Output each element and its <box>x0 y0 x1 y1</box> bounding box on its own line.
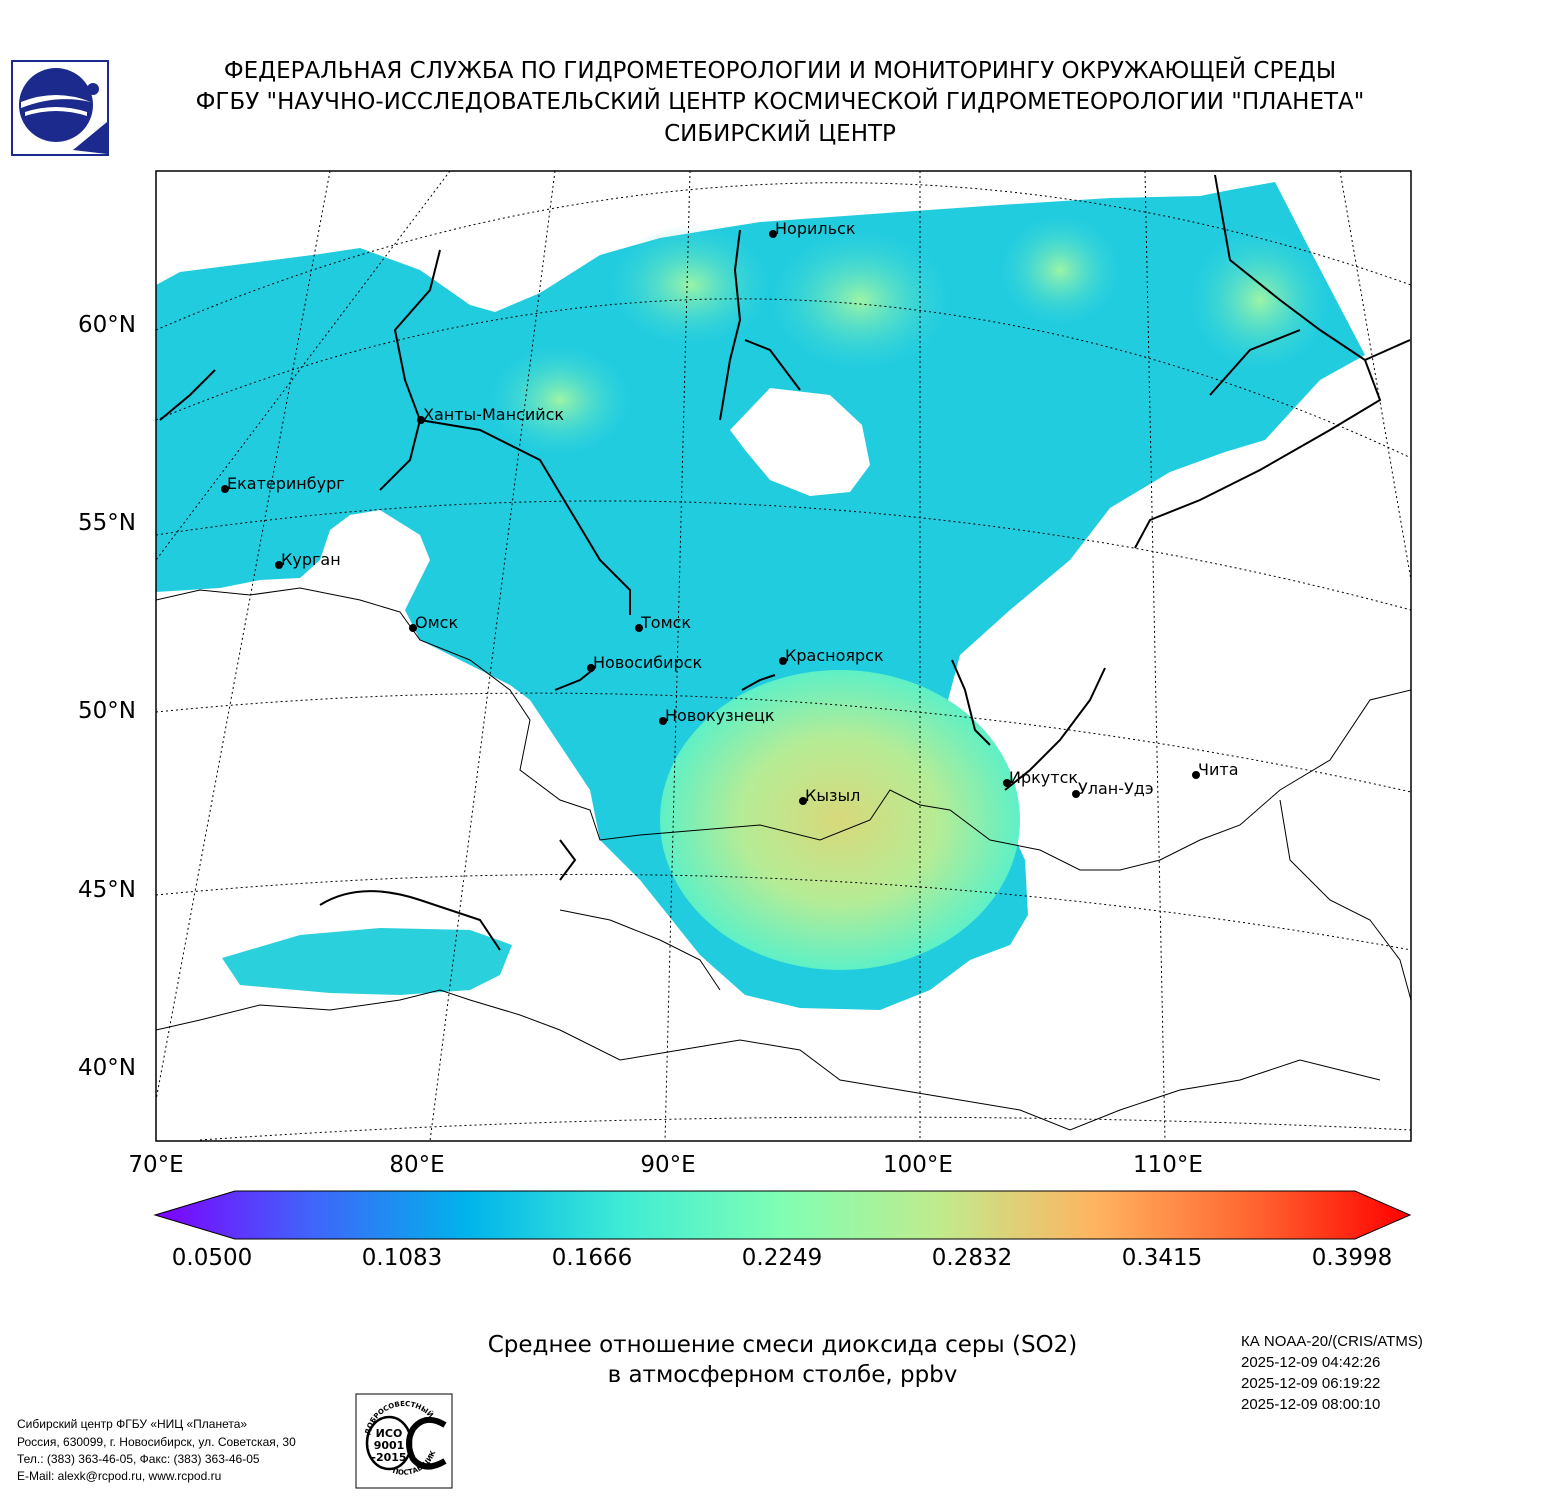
chart-title-line-2: в атмосферном столбе, ppbv <box>607 1362 958 1388</box>
city-ulan-ude: Улан-Удэ <box>1072 779 1154 798</box>
lat-label-60: 60°N <box>78 312 136 338</box>
footer-line-1: Сибирский центр ФГБУ «НИЦ «Планета» <box>17 1417 248 1431</box>
data-gap <box>730 388 870 496</box>
colorbar-label-7: 0.3998 <box>1311 1245 1393 1271</box>
planeta-logo <box>11 60 109 156</box>
colorbar-label-6: 0.3415 <box>1121 1245 1203 1271</box>
lat-label-55: 55°N <box>78 510 136 536</box>
city-novosibirsk: Новосибирск <box>587 653 702 672</box>
city-label-omsk: Омск <box>415 613 458 632</box>
city-norilsk: Норильск <box>769 219 856 238</box>
colorbar-label-5: 0.2832 <box>931 1245 1013 1271</box>
city-label-novosibirsk: Новосибирск <box>593 653 702 672</box>
city-label-tomsk: Томск <box>640 613 691 632</box>
iso-line-2: 9001 <box>374 1439 405 1452</box>
city-label-norilsk: Норильск <box>775 219 856 238</box>
city-chita: Чита <box>1192 760 1239 779</box>
city-label-krasnoyarsk: Красноярск <box>785 646 884 665</box>
lon-label-70: 70°E <box>128 1152 184 1178</box>
lon-label-80: 80°E <box>389 1152 445 1178</box>
lat-label-45: 45°N <box>78 877 136 903</box>
city-ekaterinburg: Екатеринбург <box>221 474 345 493</box>
iso-line-3: -2015 <box>371 1451 406 1464</box>
city-label-kyzyl: Кызыл <box>805 786 860 805</box>
city-omsk: Омск <box>409 613 458 632</box>
colorbar-label-2: 0.1083 <box>361 1245 443 1271</box>
footer-line-4: E-Mail: alexk@rcpod.ru, www.rcpod.ru <box>17 1469 222 1483</box>
pass-time-2: 2025-12-09 06:19:22 <box>1241 1375 1381 1392</box>
city-kyzyl: Кызыл <box>799 786 860 805</box>
lat-label-40: 40°N <box>78 1055 136 1081</box>
footer-line-3: Тел.: (383) 363-46-05, Факс: (383) 363-4… <box>17 1452 260 1466</box>
city-label-ulan-ude: Улан-Удэ <box>1078 779 1154 798</box>
colorbar <box>153 1190 1412 1240</box>
city-tomsk: Томск <box>635 613 691 632</box>
city-kurgan: Курган <box>275 550 341 569</box>
header-line-3: СИБИРСКИЙ ЦЕНТР <box>664 121 896 147</box>
lat-label-50: 50°N <box>78 698 136 724</box>
satellite-name: КА NOAA-20/(CRIS/ATMS) <box>1241 1333 1423 1350</box>
pass-time-1: 2025-12-09 04:42:26 <box>1241 1354 1381 1371</box>
city-label-khanty-mansiysk: Ханты-Мансийск <box>423 405 564 424</box>
city-khanty-mansiysk: Ханты-Мансийск <box>417 405 564 424</box>
header-line-1: ФЕДЕРАЛЬНАЯ СЛУЖБА ПО ГИДРОМЕТЕОРОЛОГИИ … <box>223 58 1337 84</box>
colorbar-label-3: 0.1666 <box>551 1245 633 1271</box>
city-label-novokuznetsk: Новокузнецк <box>665 706 775 725</box>
pass-time-3: 2025-12-09 08:00:10 <box>1241 1396 1381 1413</box>
city-label-irkutsk: Иркутск <box>1009 768 1078 787</box>
so2-field <box>156 182 1365 1010</box>
city-label-ekaterinburg: Екатеринбург <box>227 474 345 493</box>
city-irkutsk: Иркутск <box>1003 768 1078 787</box>
lon-label-90: 90°E <box>640 1152 696 1178</box>
city-label-kurgan: Курган <box>281 550 341 569</box>
city-label-chita: Чита <box>1198 760 1239 779</box>
header-line-2: ФГБУ "НАУЧНО-ИССЛЕДОВАТЕЛЬСКИЙ ЦЕНТР КОС… <box>195 89 1365 115</box>
city-krasnoyarsk: Красноярск <box>779 646 884 665</box>
lon-label-110: 110°E <box>1133 1152 1203 1178</box>
chart-title-line-1: Среднее отношение смеси диоксида серы (S… <box>487 1332 1078 1358</box>
colorbar-label-4: 0.2249 <box>741 1245 823 1271</box>
city-novokuznetsk: Новокузнецк <box>659 706 775 725</box>
iso-line-1: ИСО <box>376 1427 403 1440</box>
so2-patch-southwest <box>222 928 512 995</box>
iso-9001-badge: ДОБРОСОВЕСТНЫЙ ПОСТАВЩИК ИСО 9001 -2015 <box>355 1393 453 1489</box>
lon-label-100: 100°E <box>883 1152 953 1178</box>
colorbar-label-1: 0.0500 <box>171 1245 253 1271</box>
footer-line-2: Россия, 630099, г. Новосибирск, ул. Сове… <box>17 1435 296 1449</box>
